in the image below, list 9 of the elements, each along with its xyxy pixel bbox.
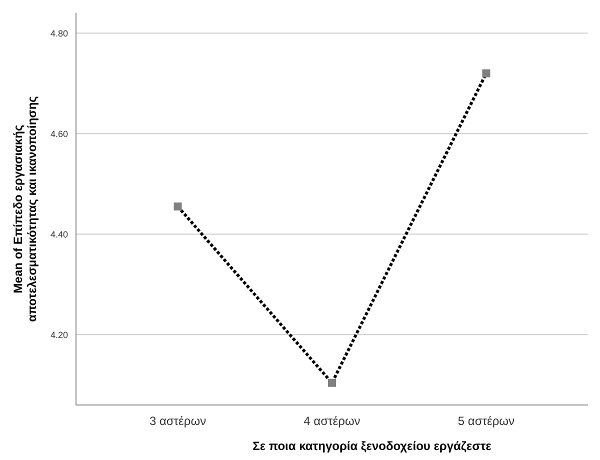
y-tick-label: 4.60 bbox=[50, 128, 68, 139]
y-tick-label: 4.20 bbox=[50, 330, 68, 340]
x-tick-label: 4 αστέρων bbox=[304, 414, 360, 428]
y-tick-label: 4.40 bbox=[50, 229, 68, 240]
x-axis-title: Σε ποια κατηγορία ξενοδοχείου εργάζεστε bbox=[252, 439, 492, 453]
y-tick-label: 4.80 bbox=[50, 28, 68, 38]
x-tick-label: 5 αστέρων bbox=[458, 414, 515, 428]
y-axis-title: Mean of Επίπεδο εργασιακής αποτελεσματικότητας και ικανοποίησης bbox=[11, 96, 39, 322]
x-tick-label: 3 αστέρων bbox=[149, 414, 206, 428]
